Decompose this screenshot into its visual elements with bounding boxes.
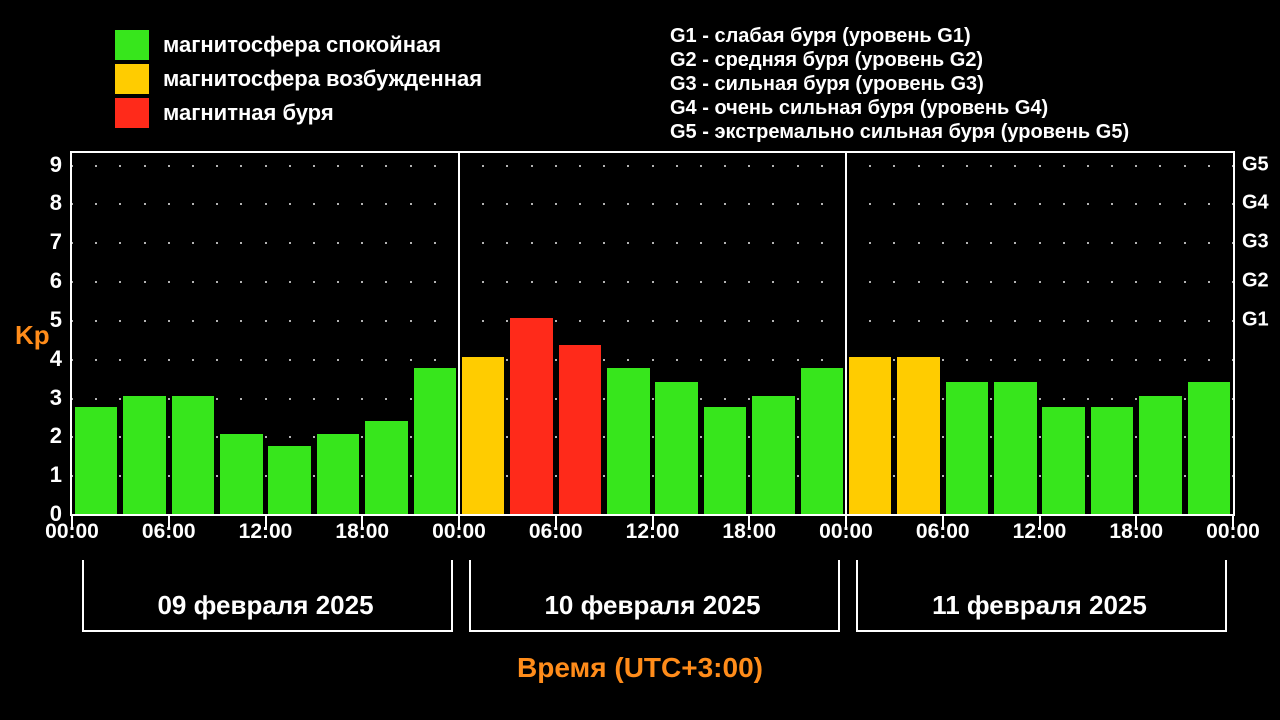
- legend-item: магнитосфера спокойная: [115, 28, 482, 62]
- bar: [1091, 407, 1134, 514]
- bar: [1188, 382, 1231, 514]
- legend-label: магнитосфера возбужденная: [163, 66, 482, 92]
- bar: [1042, 407, 1085, 514]
- x-tick-label: 06:00: [916, 520, 970, 544]
- g-tick: G3: [1242, 231, 1269, 254]
- legend-swatch: [115, 98, 149, 128]
- y-tick: 6: [34, 268, 62, 294]
- bar: [414, 368, 457, 514]
- day-label: 11 февраля 2025: [922, 590, 1157, 621]
- x-axis-title: Время (UTC+3:00): [0, 652, 1280, 684]
- x-tick-label: 06:00: [529, 520, 583, 544]
- gscale-legend: G1 - слабая буря (уровень G1)G2 - средня…: [670, 24, 1129, 144]
- x-tick-label: 12:00: [239, 520, 293, 544]
- y-tick: 2: [34, 423, 62, 449]
- bar: [462, 357, 505, 514]
- y-tick: 9: [34, 152, 62, 178]
- bar: [75, 407, 118, 514]
- bar: [849, 357, 892, 514]
- gscale-line: G1 - слабая буря (уровень G1): [670, 24, 1129, 48]
- x-tick-label: 00:00: [45, 520, 99, 544]
- x-tick-label: 00:00: [432, 520, 486, 544]
- x-tick-label: 12:00: [626, 520, 680, 544]
- plot-area: [70, 151, 1235, 516]
- day-label: 09 февраля 2025: [147, 590, 383, 621]
- bar: [801, 368, 844, 514]
- bar: [510, 318, 553, 514]
- legend: магнитосфера спокойная магнитосфера возбу…: [115, 28, 482, 130]
- legend-swatch: [115, 64, 149, 94]
- bar: [268, 446, 311, 514]
- legend-label: магнитосфера спокойная: [163, 32, 441, 58]
- gscale-line: G5 - экстремально сильная буря (уровень …: [670, 120, 1129, 144]
- legend-item: магнитосфера возбужденная: [115, 62, 482, 96]
- legend-swatch: [115, 30, 149, 60]
- bar: [655, 382, 698, 514]
- g-tick: G4: [1242, 192, 1269, 215]
- y-tick: 5: [34, 307, 62, 333]
- day-label: 10 февраля 2025: [534, 590, 770, 621]
- x-tick-label: 18:00: [722, 520, 776, 544]
- y-tick: 7: [34, 229, 62, 255]
- legend-item: магнитная буря: [115, 96, 482, 130]
- g-tick: G1: [1242, 308, 1269, 331]
- x-tick-label: 18:00: [1109, 520, 1163, 544]
- g-tick: G5: [1242, 153, 1269, 176]
- g-tick: G2: [1242, 270, 1269, 293]
- bar: [365, 421, 408, 514]
- bar: [123, 396, 166, 514]
- bar: [704, 407, 747, 514]
- bar: [607, 368, 650, 514]
- bar: [994, 382, 1037, 514]
- gscale-line: G4 - очень сильная буря (уровень G4): [670, 96, 1129, 120]
- bar: [946, 382, 989, 514]
- gscale-line: G2 - средняя буря (уровень G2): [670, 48, 1129, 72]
- bar: [220, 434, 263, 514]
- y-tick: 8: [34, 190, 62, 216]
- y-tick: 4: [34, 346, 62, 372]
- x-tick-label: 00:00: [819, 520, 873, 544]
- bar: [897, 357, 940, 514]
- bar: [559, 345, 602, 514]
- x-tick-label: 00:00: [1206, 520, 1260, 544]
- bar: [1139, 396, 1182, 514]
- kp-forecast-chart: магнитосфера спокойная магнитосфера возбу…: [0, 0, 1280, 720]
- x-tick-label: 12:00: [1013, 520, 1067, 544]
- bar: [172, 396, 215, 514]
- x-tick-label: 18:00: [335, 520, 389, 544]
- y-tick: 1: [34, 462, 62, 488]
- day-divider: [458, 153, 460, 514]
- legend-label: магнитная буря: [163, 100, 334, 126]
- gscale-line: G3 - сильная буря (уровень G3): [670, 72, 1129, 96]
- x-tick-label: 06:00: [142, 520, 196, 544]
- y-tick: 3: [34, 385, 62, 411]
- bar: [752, 396, 795, 514]
- day-divider: [845, 153, 847, 514]
- bar: [317, 434, 360, 514]
